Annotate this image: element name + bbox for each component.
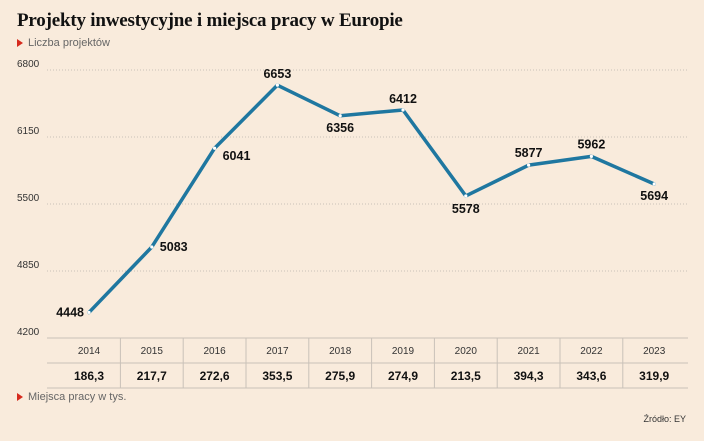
data-label: 6356 bbox=[326, 121, 354, 135]
data-point bbox=[652, 182, 656, 186]
data-label: 5578 bbox=[452, 202, 480, 216]
x-tick-label: 2016 bbox=[203, 346, 226, 357]
data-point bbox=[589, 154, 594, 158]
data-point bbox=[401, 108, 405, 112]
data-point bbox=[464, 194, 468, 198]
chart-title: Projekty inwestycyjne i miejsca pracy w … bbox=[17, 10, 403, 31]
red-triangle-icon bbox=[17, 393, 23, 401]
series-line bbox=[87, 83, 656, 315]
data-label: 5877 bbox=[515, 146, 543, 160]
jobs-value: 394,3 bbox=[514, 369, 544, 383]
data-point bbox=[87, 310, 91, 315]
x-tick-label: 2018 bbox=[329, 346, 352, 357]
data-point bbox=[275, 83, 279, 87]
series-legend-label: Liczba projektów bbox=[28, 37, 110, 49]
data-point bbox=[338, 114, 342, 118]
data-point bbox=[150, 245, 154, 249]
x-tick-label: 2019 bbox=[392, 346, 415, 357]
jobs-value: 274,9 bbox=[388, 369, 418, 383]
red-triangle-icon bbox=[17, 39, 23, 47]
x-tick-label: 2020 bbox=[455, 346, 478, 357]
y-tick-label: 6800 bbox=[17, 59, 40, 70]
jobs-value: 343,6 bbox=[576, 369, 606, 383]
jobs-value: 272,6 bbox=[200, 369, 230, 383]
y-tick-label: 4850 bbox=[17, 260, 40, 271]
y-tick-label: 6150 bbox=[17, 126, 40, 137]
x-tick-label: 2023 bbox=[643, 346, 666, 357]
jobs-value: 275,9 bbox=[325, 369, 355, 383]
jobs-value: 319,9 bbox=[639, 369, 669, 383]
data-label: 6412 bbox=[389, 92, 417, 106]
jobs-value: 353,5 bbox=[262, 369, 292, 383]
source-note: Źródło: EY bbox=[643, 414, 686, 424]
jobs-legend-label: Miejsca pracy w tys. bbox=[28, 391, 127, 403]
jobs-value: 213,5 bbox=[451, 369, 481, 383]
data-label: 6041 bbox=[223, 149, 251, 163]
x-tick-label: 2014 bbox=[78, 346, 101, 357]
jobs-value: 186,3 bbox=[74, 369, 104, 383]
series-legend: Liczba projektów bbox=[17, 37, 110, 49]
y-tick-label: 5500 bbox=[17, 193, 40, 204]
jobs-legend: Miejsca pracy w tys. bbox=[17, 391, 126, 403]
data-point bbox=[527, 163, 531, 167]
x-tick-label: 2022 bbox=[580, 346, 603, 357]
data-label: 5083 bbox=[160, 240, 188, 254]
data-label: 5962 bbox=[577, 137, 605, 151]
jobs-value: 217,7 bbox=[137, 369, 167, 383]
x-tick-label: 2017 bbox=[266, 346, 289, 357]
x-tick-label: 2021 bbox=[517, 346, 540, 357]
data-label: 4448 bbox=[56, 305, 84, 319]
y-tick-label: 4200 bbox=[17, 327, 40, 338]
data-label: 5694 bbox=[640, 189, 668, 203]
x-tick-label: 2015 bbox=[141, 346, 164, 357]
data-label: 6653 bbox=[263, 67, 291, 81]
data-point bbox=[213, 146, 217, 150]
